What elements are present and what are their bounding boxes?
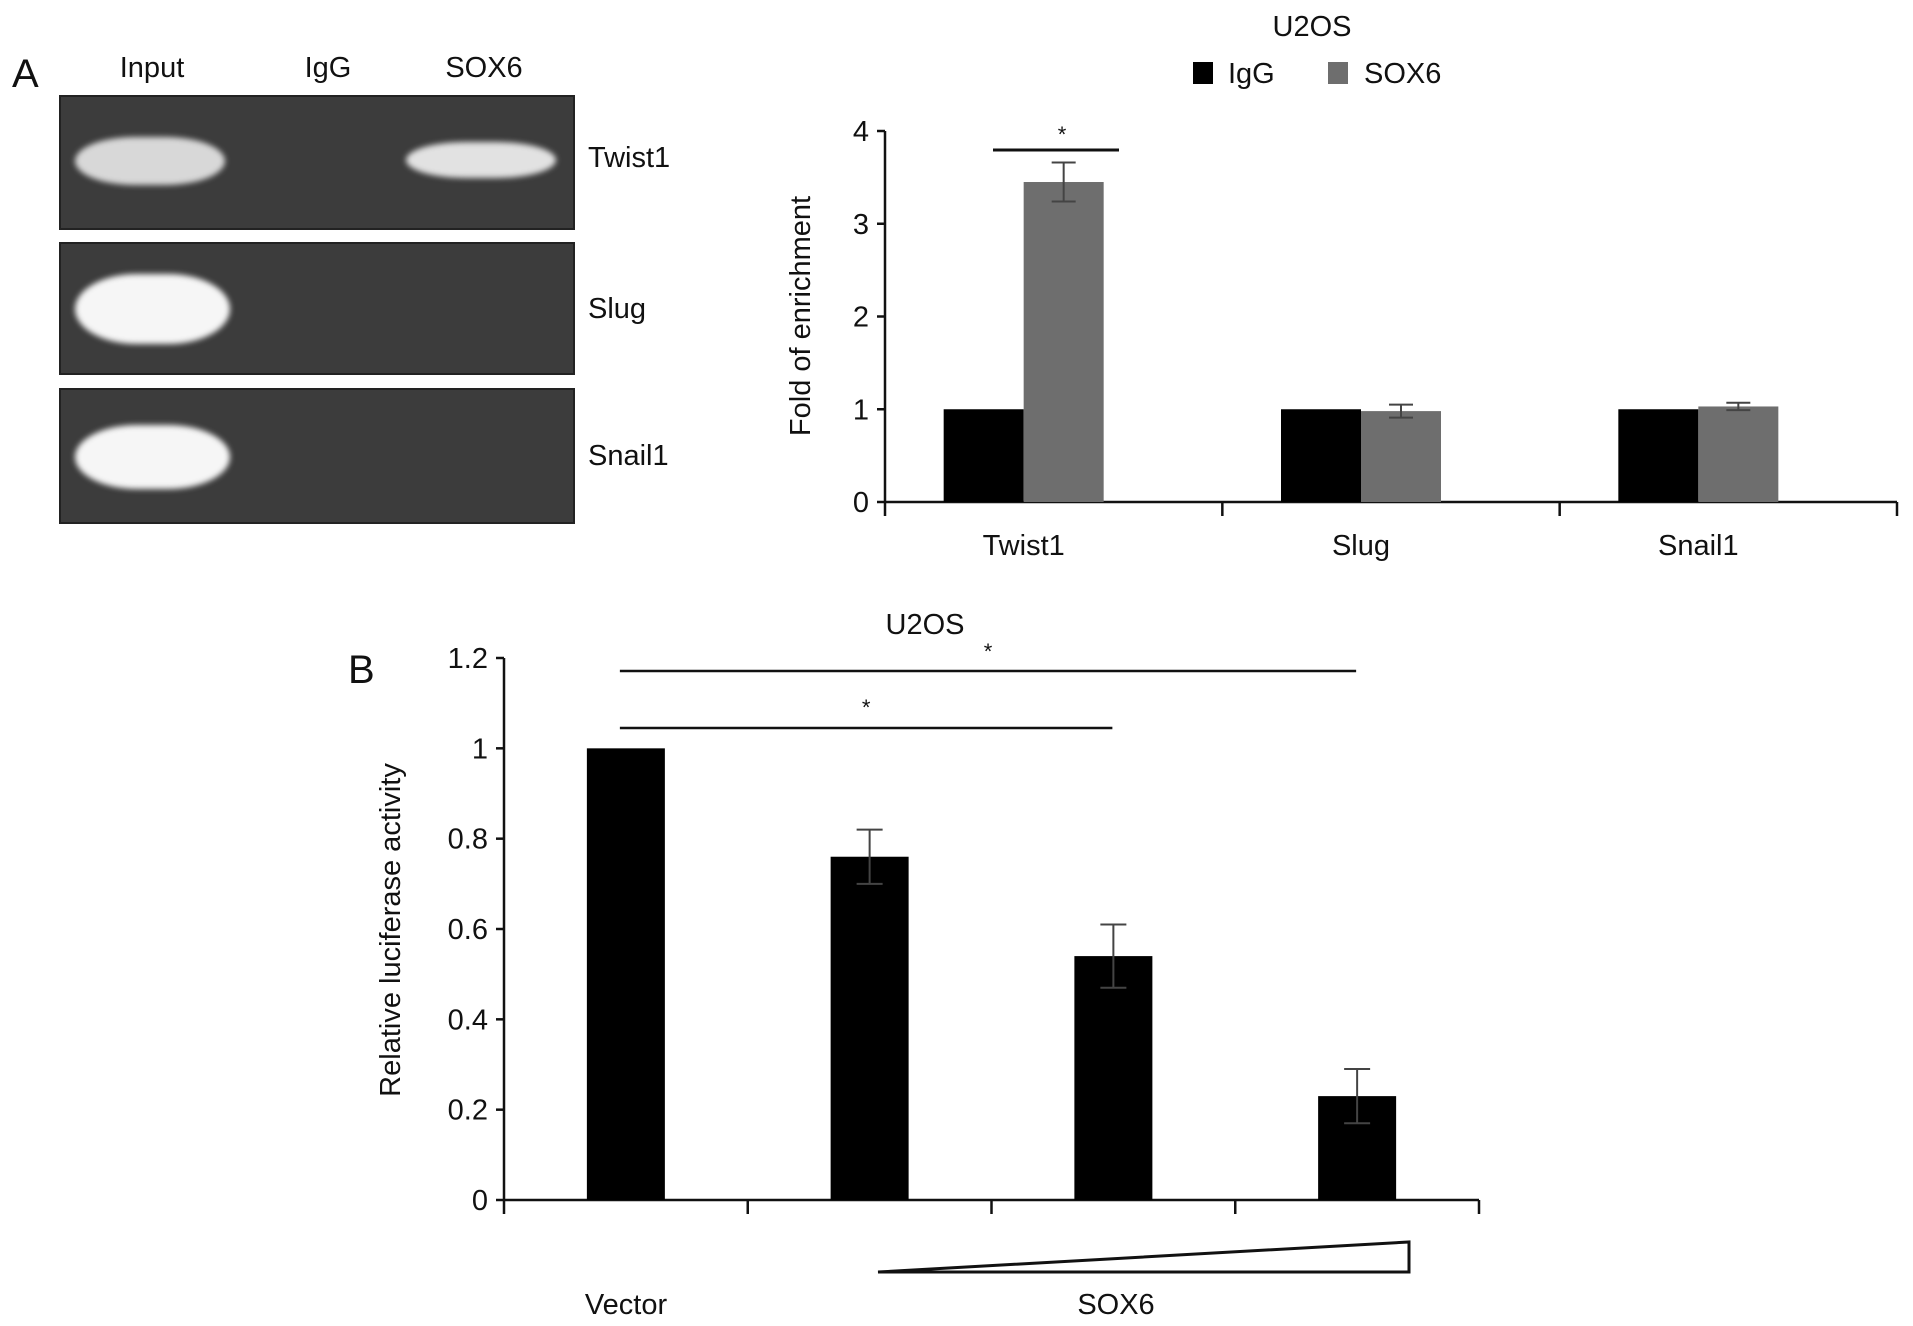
- y-axis-label: Fold of enrichment: [785, 196, 817, 436]
- significance-star: *: [984, 639, 993, 664]
- y-tick-label: 0.4: [448, 1004, 488, 1036]
- bar-igg: [1281, 409, 1361, 502]
- bar: [830, 856, 909, 1200]
- gene-label-slug: Slug: [588, 293, 647, 325]
- y-tick-label: 3: [853, 209, 869, 241]
- gel-slug: [59, 242, 575, 375]
- bar: [1074, 956, 1153, 1200]
- chart-a-title: U2OS: [1273, 11, 1352, 43]
- gel-snail1: [59, 388, 575, 524]
- y-tick-label: 0.2: [448, 1095, 488, 1127]
- y-tick-label: 1: [853, 394, 869, 426]
- y-tick-label: 0.6: [448, 914, 488, 946]
- significance-star: *: [1058, 122, 1067, 147]
- lane-label-igg: IgG: [304, 52, 352, 84]
- bar-igg: [943, 409, 1024, 502]
- significance-star: *: [862, 695, 871, 720]
- y-tick-label: 0.8: [448, 824, 488, 856]
- dose-triangle: [877, 1240, 1411, 1274]
- gel-twist1: [59, 95, 575, 230]
- bar-igg: [1618, 409, 1699, 502]
- legend-label-igg: IgG: [1228, 58, 1275, 90]
- gene-label-twist1: Twist1: [588, 142, 671, 174]
- chart-b-title: U2OS: [886, 609, 965, 641]
- group-label-sox6: SOX6: [1077, 1289, 1154, 1321]
- y-tick-label: 1: [472, 733, 488, 765]
- band-input-slug: [75, 274, 230, 344]
- bar-sox6: [1698, 406, 1779, 502]
- y-tick-label: 4: [853, 116, 869, 148]
- legend-label-sox6: SOX6: [1364, 58, 1441, 90]
- legend-swatch-igg: [1193, 62, 1213, 84]
- legend-swatch-sox6: [1328, 62, 1348, 84]
- band-input-snail1: [75, 425, 230, 489]
- y-tick-label: 2: [853, 302, 869, 334]
- x-tick-label: Twist1: [983, 530, 1065, 562]
- bar-sox6: [1023, 182, 1104, 502]
- panel-a-label: A: [12, 52, 39, 96]
- y-tick-label: 0: [472, 1185, 488, 1217]
- bar-sox6: [1361, 411, 1441, 502]
- band-input-twist1: [75, 137, 225, 185]
- y-tick-label: 0: [853, 487, 869, 519]
- lane-label-sox6: SOX6: [445, 52, 523, 84]
- panel-b-label: B: [348, 648, 375, 692]
- gene-label-snail1: Snail1: [588, 440, 669, 472]
- x-tick-label: Slug: [1332, 530, 1390, 562]
- x-tick-label: Snail1: [1658, 530, 1739, 562]
- lane-label-input: Input: [119, 52, 185, 84]
- y-axis-label: Relative luciferase activity: [375, 763, 407, 1097]
- group-label-vector: Vector: [585, 1289, 668, 1321]
- y-tick-label: 1.2: [448, 643, 488, 675]
- bar: [586, 748, 665, 1200]
- band-sox6-twist1: [406, 142, 556, 178]
